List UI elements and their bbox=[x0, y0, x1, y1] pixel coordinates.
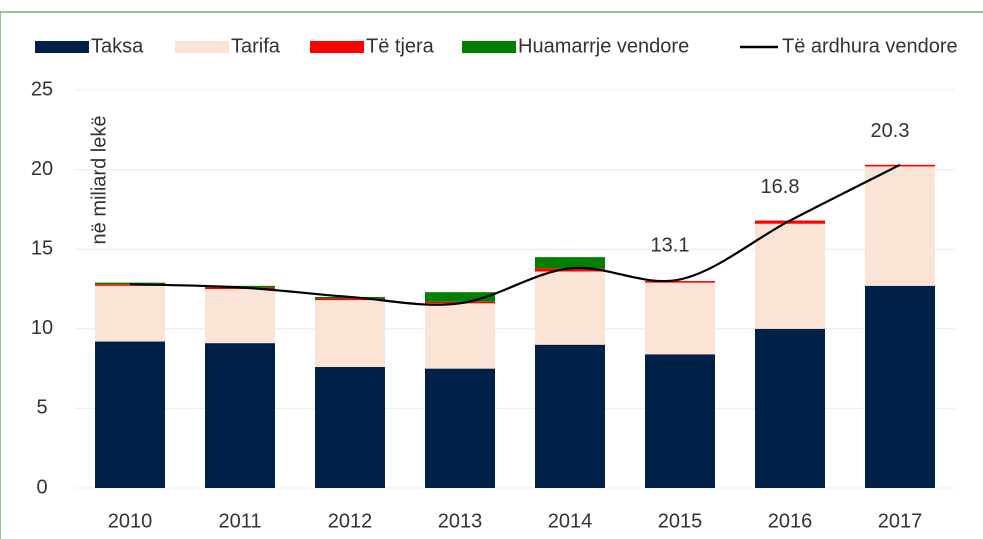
legend-label: Të tjera bbox=[366, 35, 435, 57]
y-tick-label: 15 bbox=[31, 237, 53, 259]
bar-segment bbox=[865, 285, 935, 488]
x-tick-label: 2013 bbox=[438, 510, 483, 532]
line bbox=[129, 163, 901, 306]
legend-label: Tarifa bbox=[231, 35, 281, 57]
x-tick-label: 2011 bbox=[218, 510, 261, 532]
legend-swatch bbox=[35, 41, 89, 53]
x-tick-label: 2017 bbox=[878, 510, 923, 532]
x-tick-label: 2016 bbox=[768, 510, 813, 532]
bar-segment bbox=[535, 257, 605, 269]
x-tick-label: 2015 bbox=[658, 510, 703, 532]
bar-segment bbox=[315, 367, 385, 488]
bar-segment bbox=[645, 282, 715, 355]
legend-label: Taksa bbox=[91, 35, 144, 57]
y-tick-label: 10 bbox=[31, 317, 53, 339]
bar-segment bbox=[95, 285, 165, 342]
bar-segment bbox=[205, 289, 275, 344]
bar-segment bbox=[865, 166, 935, 286]
x-tick-label: 2010 bbox=[108, 510, 153, 532]
bar-segment bbox=[315, 298, 385, 301]
data-label: 13.1 bbox=[651, 235, 690, 257]
unit-annotation: në miliard lekë bbox=[88, 116, 110, 245]
bar-segment bbox=[425, 303, 495, 369]
x-tick-label: 2014 bbox=[548, 510, 593, 532]
legend-swatch bbox=[462, 41, 516, 53]
y-tick-label: 20 bbox=[31, 158, 53, 180]
bar-segment bbox=[95, 341, 165, 488]
bar-segment bbox=[95, 282, 165, 285]
bar-segment bbox=[755, 223, 825, 329]
bar-segment bbox=[315, 300, 385, 368]
legend-label: Të ardhura vendore bbox=[782, 35, 958, 57]
bar-segment bbox=[535, 271, 605, 345]
bar-segment bbox=[645, 354, 715, 488]
y-tick-label: 5 bbox=[36, 397, 47, 419]
bar-segment bbox=[205, 343, 275, 488]
data-label: 20.3 bbox=[871, 120, 910, 142]
bar-segment bbox=[535, 344, 605, 488]
bar-segment bbox=[755, 328, 825, 488]
y-tick-label: 0 bbox=[36, 476, 47, 498]
data-label: 16.8 bbox=[761, 176, 800, 198]
legend-label: Huamarrje vendore bbox=[518, 35, 689, 57]
legend-swatch bbox=[175, 41, 229, 53]
legend-swatch bbox=[310, 41, 364, 53]
bar-segment bbox=[425, 368, 495, 488]
bar-segment bbox=[645, 281, 715, 283]
x-tick-label: 2012 bbox=[328, 510, 373, 532]
bar-segment bbox=[425, 292, 495, 302]
y-tick-label: 25 bbox=[31, 78, 53, 100]
bar-segment bbox=[535, 268, 605, 272]
bar-segment bbox=[755, 220, 825, 224]
